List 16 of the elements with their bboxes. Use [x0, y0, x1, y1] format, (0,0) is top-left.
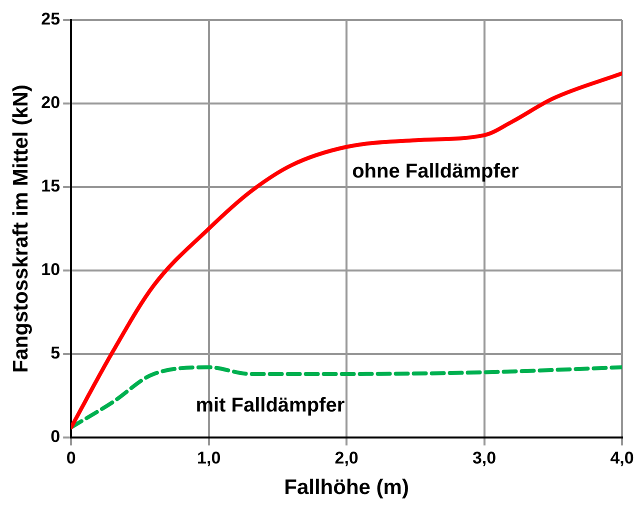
y-tick-label: 0	[50, 427, 60, 446]
x-axis-title: Fallhöhe (m)	[284, 476, 409, 500]
x-tick-label: 0	[66, 448, 76, 468]
line-series	[71, 365, 622, 430]
series-label: mit Falldämpfer	[196, 394, 345, 416]
series-label: ohne Falldämpfer	[352, 160, 519, 183]
x-tick-label: 1,0	[197, 448, 221, 468]
y-axis-title: Fangstosskraft im Mittel (kN)	[9, 84, 32, 373]
y-tick-label: 20	[41, 93, 60, 112]
y-tick-label: 10	[41, 260, 60, 280]
y-tick-label: 25	[41, 10, 60, 29]
y-tick-label: 5	[50, 344, 60, 363]
x-tick-label: 4,0	[610, 448, 634, 468]
x-tick-label: 3,0	[472, 448, 496, 468]
x-tick-label: 2,0	[334, 448, 358, 468]
y-tick-label: 15	[41, 176, 60, 196]
